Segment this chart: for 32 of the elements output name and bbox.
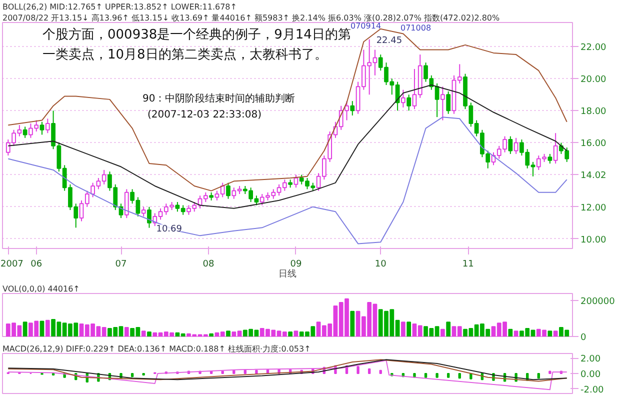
- annotation: 22.45: [376, 36, 402, 46]
- annotation: 071008: [400, 24, 432, 32]
- chart-title: MACD(26,12,9) DIFF:0.229↑ DEA:0.136↑ MACD:0.188↑ 柱线面积·力度:0.053↑: [2, 344, 311, 354]
- x-axis-title: 日线: [278, 268, 296, 280]
- x-tick-label: 10: [374, 260, 387, 270]
- y-tick-label: 2.00: [580, 354, 601, 365]
- y-tick-label: 22.00: [580, 43, 607, 54]
- y-tick-label: -2.00: [580, 385, 604, 396]
- chart-title: BOLL(26,2) MID:12.765↑ UPPER:13.852↑ LOWER:11.678↑: [2, 2, 237, 12]
- y-tick-label: 14.02: [580, 170, 606, 181]
- x-tick-label: 07: [115, 260, 127, 270]
- y-tick-label: 0.00: [580, 370, 601, 380]
- annotation: 90：中阴阶段结束时间的辅助判断: [142, 92, 296, 104]
- x-tick-label: 2007: [0, 260, 24, 270]
- chart-title: VOL(0,0,0) 44016↑: [2, 284, 80, 294]
- x-tick-label: 06: [30, 260, 42, 270]
- y-tick-label: 18.00: [580, 107, 607, 118]
- y-tick-label: 10.00: [580, 235, 607, 246]
- chart-subtitle: 2007/08/22 开13.15↓ 高13.96↑ 低13.15↓ 收13.69↑ 量44016↑ 额5983↑ 换2.14% 振6.03% 涨(0.28)2.07% 指数(472.02)2.80%: [2, 14, 500, 22]
- y-tick-label: 12.00: [580, 203, 607, 214]
- x-tick-label: 11: [462, 260, 474, 270]
- y-tick-label: 0: [580, 333, 586, 343]
- x-tick-label: 08: [202, 260, 214, 270]
- annotation: (2007-12-03 22:33:08): [148, 110, 262, 120]
- x-tick-label: 09: [290, 260, 302, 270]
- annotation: 070914: [350, 22, 382, 30]
- annotation: 一类卖点，10月8日的第二类卖点，太教科书了。: [42, 48, 328, 62]
- y-tick-label: 16.00: [580, 139, 607, 150]
- annotation: 10.69: [156, 224, 182, 234]
- y-tick-label: 200000: [580, 297, 616, 308]
- y-tick-label: 20.00: [580, 75, 607, 86]
- annotation: 个股方面，000938是一个经典的例子，9月14日的第: [42, 26, 351, 42]
